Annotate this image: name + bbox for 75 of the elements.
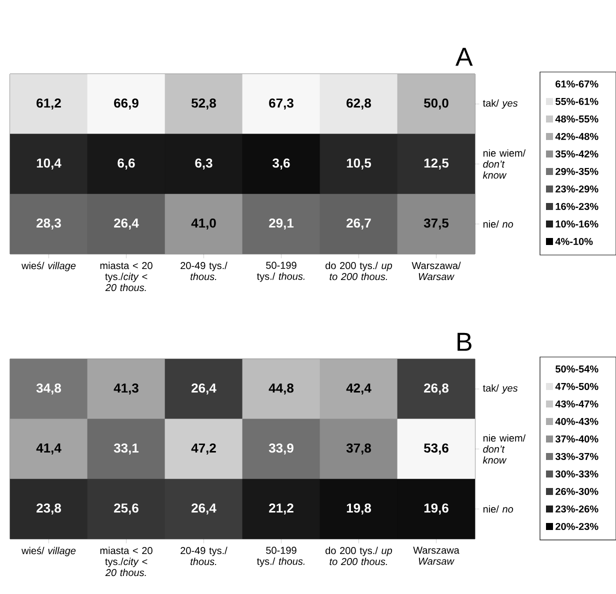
chart-title: B (458, 332, 472, 351)
text: 61%-67% (556, 80, 598, 88)
x-tick-label: Warszawa/ Warsaw (412, 262, 461, 280)
data-label: 66,9 (114, 98, 138, 110)
x-tick-label: wieś/ village (22, 262, 76, 272)
data-label: 26,7 (346, 218, 371, 230)
y-tick-label: nie/ no (483, 505, 514, 513)
data-label: 26,8 (424, 383, 449, 395)
data-label: 12,5 (424, 158, 449, 170)
x-tick-label: wieś/ village (22, 546, 76, 556)
data-label: 25,6 (114, 503, 138, 515)
data-label: 10,4 (36, 158, 62, 170)
data-label: 50,0 (424, 98, 448, 110)
data-label: 29,1 (269, 218, 294, 230)
text: 37%-40% (555, 435, 598, 443)
data-label: 42,4 (346, 383, 372, 395)
text: 48%-55% (555, 115, 598, 123)
data-label: 6,3 (195, 158, 212, 170)
data-label: 53,6 (424, 443, 448, 455)
data-label: 19,6 (424, 503, 448, 515)
data-label: 62,8 (346, 98, 372, 110)
x-tick-label: 20-49 tys./ thous. (180, 262, 228, 280)
data-label: 41,0 (191, 218, 216, 230)
text: 42%-48% (555, 132, 598, 140)
data-label: 61,2 (36, 98, 61, 110)
data-label: 47,2 (191, 443, 216, 455)
data-label: 34,8 (36, 383, 62, 395)
x-tick-label: 20-49 tys./ thous. (180, 546, 228, 566)
data-label: 6,6 (118, 158, 135, 170)
data-label: 44,8 (268, 383, 294, 395)
data-label: 33,1 (114, 443, 139, 455)
text: 4%-10% (555, 238, 593, 246)
data-label: 52,8 (192, 98, 216, 110)
x-tick-label: 50-199 tys./ thous. (256, 546, 304, 567)
text: 26%-30% (556, 488, 598, 496)
data-label: 41,4 (36, 444, 62, 454)
x-tick-label: miasta < 20 tys./city < 20 thous. (100, 546, 152, 576)
text: 55%-61% (556, 98, 598, 106)
y-tick-label: nie wiem/ don’t know (482, 149, 526, 179)
y-tick-label: nie/ no (483, 220, 514, 228)
x-tick-label: Warszawa Warsaw (413, 546, 460, 565)
x-tick-label: miasta < 20 tys./city < 20 thous. (100, 262, 152, 292)
text: 40%-43% (555, 418, 598, 426)
y-tick-label: tak/ yes (482, 99, 518, 109)
text: 50%-54% (556, 365, 598, 373)
text: 47%-50% (555, 382, 598, 390)
x-tick-label: 50-199 tys./ thous. (256, 262, 304, 282)
text: 20%-23% (556, 522, 598, 530)
text: 23%-26% (556, 505, 598, 513)
data-label: 23,8 (36, 503, 62, 515)
data-label: 19,8 (346, 503, 372, 515)
data-label: 26,4 (192, 383, 216, 395)
data-label: 33,9 (268, 443, 294, 455)
x-tick-label: do 200 tys./ up to 200 thous. (326, 262, 392, 280)
data-label: 3,6 (272, 158, 290, 170)
data-label: 21,2 (269, 503, 294, 515)
chart-title: A (456, 48, 473, 66)
text: 35%-42% (555, 150, 598, 158)
text: 10%-16% (556, 220, 598, 228)
data-label: 67,3 (269, 98, 294, 110)
data-label: 37,5 (424, 218, 449, 230)
text: 23%-29% (556, 185, 598, 193)
data-label: 10,5 (346, 158, 372, 170)
text: 16%-23% (556, 202, 598, 210)
data-label: 41,3 (114, 383, 138, 395)
y-tick-label: tak/ yes (482, 384, 518, 394)
text: 43%-47% (555, 400, 598, 408)
text: 29%-35% (556, 168, 598, 176)
text: 30%-33% (555, 470, 598, 478)
x-tick-label: do 200 tys./ up to 200 thous. (326, 546, 392, 566)
data-label: 26,4 (192, 503, 216, 515)
data-label: 28,3 (36, 218, 61, 230)
y-tick-label: nie wiem/ don’t know (482, 434, 526, 464)
data-label: 37,8 (346, 443, 372, 455)
text: 33%-37% (555, 452, 598, 460)
